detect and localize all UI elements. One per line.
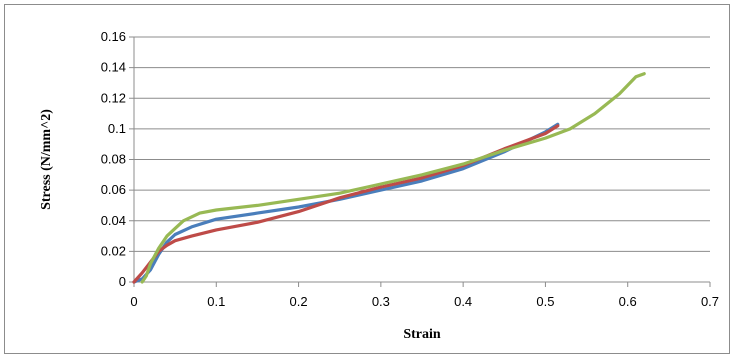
y-tick-label: 0 <box>119 274 126 289</box>
tick-labels: 0 0.02 0.04 0.06 0.08 0.1 0.12 0.14 0.16 0 0.1 0.2 0… <box>101 29 719 309</box>
axes <box>129 36 711 287</box>
x-tick-label: 0.7 <box>701 294 719 309</box>
series-lines <box>132 72 646 284</box>
y-tick-label: 0.04 <box>101 213 126 228</box>
y-tick-label: 0.12 <box>101 90 126 105</box>
x-axis-title: Strain <box>403 327 441 342</box>
series-line-3 <box>140 72 646 284</box>
y-tick-label: 0.1 <box>108 121 126 136</box>
series-line-2 <box>132 124 560 284</box>
x-tick-label: 0.5 <box>536 294 554 309</box>
y-axis-title: Stress (N/mm^2) <box>39 109 54 210</box>
x-tick-label: 0.1 <box>207 294 225 309</box>
x-tick-label: 0.6 <box>619 294 637 309</box>
chart-frame <box>4 4 730 354</box>
x-tick-label: 0.3 <box>372 294 390 309</box>
y-tick-label: 0.08 <box>101 152 126 167</box>
x-tick-label: 0.4 <box>454 294 472 309</box>
series-line-1 <box>132 122 560 284</box>
x-tick-label: 0 <box>130 294 137 309</box>
y-tick-label: 0.14 <box>101 60 126 75</box>
y-tick-label: 0.02 <box>101 243 126 258</box>
x-tick-label: 0.2 <box>290 294 308 309</box>
y-tick-label: 0.16 <box>101 29 126 44</box>
y-tick-label: 0.06 <box>101 182 126 197</box>
